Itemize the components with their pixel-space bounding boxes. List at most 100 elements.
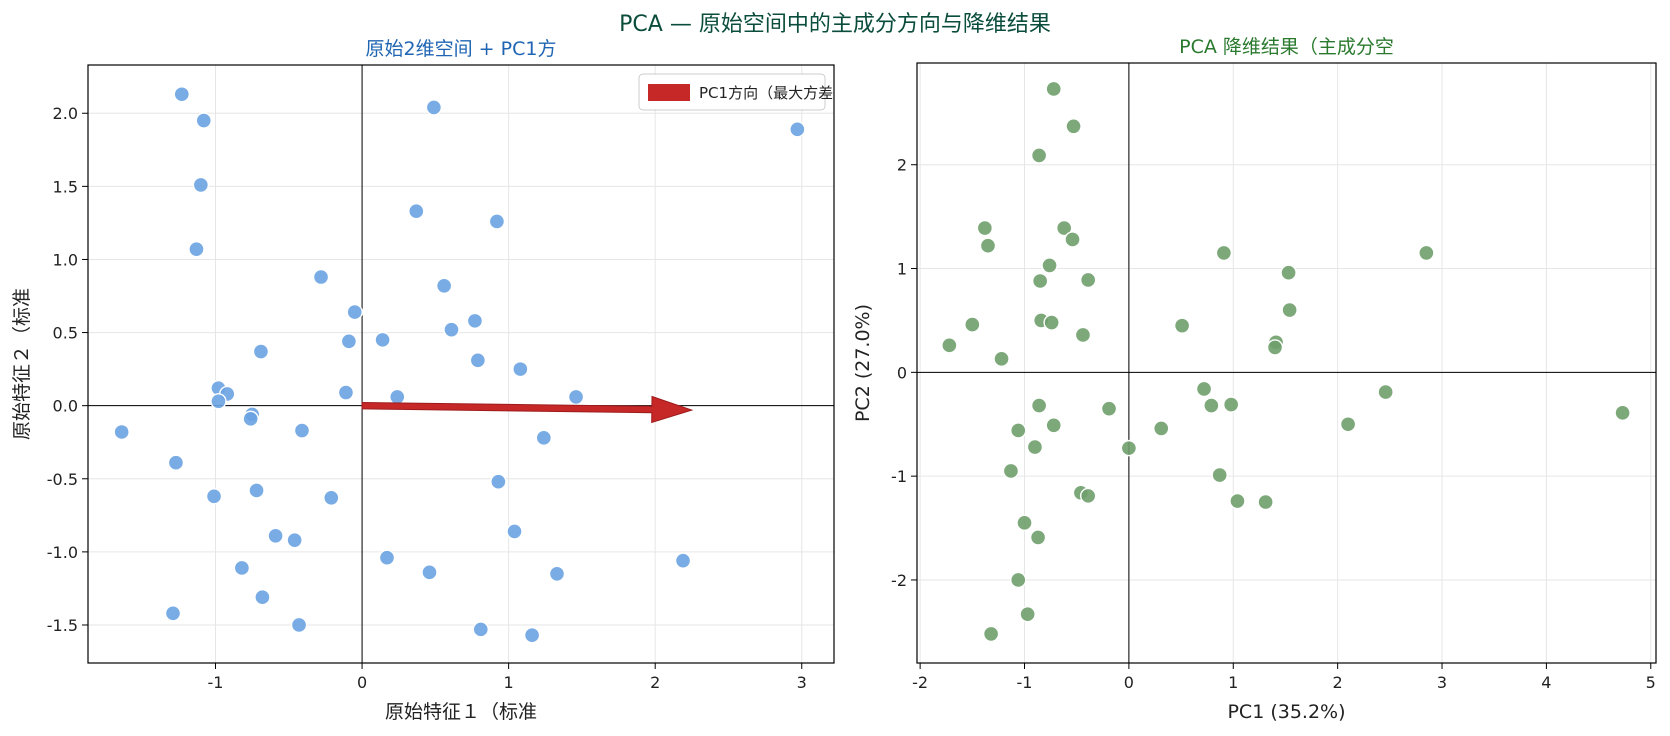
right-point	[1019, 606, 1036, 623]
right-point	[1173, 317, 1191, 334]
left-point	[164, 605, 182, 622]
right-x-tick-label: -1	[1017, 673, 1033, 692]
right-point	[1041, 257, 1058, 274]
left-y-axis-label: 原始特征２（标准	[11, 288, 33, 440]
right-point	[1010, 571, 1027, 589]
left-title: 原始2维空间 + PC1方	[366, 38, 557, 60]
right-y-axis-label: PC2 (27.0%)	[852, 304, 874, 422]
left-point	[195, 112, 212, 129]
right-point	[1153, 420, 1170, 437]
left-point	[248, 482, 265, 499]
right-point	[941, 337, 958, 354]
left-legend: PC1方向（最大方差	[638, 73, 833, 111]
left-point	[408, 203, 425, 220]
right-point	[976, 219, 994, 237]
right-point	[1064, 231, 1081, 248]
right-point	[1016, 514, 1033, 532]
figure-title: PCA — 原始空间中的主成分方向与降维结果	[619, 12, 1051, 37]
left-point	[205, 488, 223, 505]
right-x-axis-label: PC1 (35.2%)	[1227, 701, 1345, 723]
left-y-tick-label: 0.0	[53, 397, 78, 416]
right-x-tick-label: -2	[912, 673, 928, 692]
right-point	[1065, 118, 1082, 135]
legend-swatch	[648, 84, 690, 101]
left-point	[469, 352, 487, 369]
right-x-tick-label: 2	[1333, 673, 1343, 692]
left-point	[443, 321, 460, 338]
left-point	[252, 343, 270, 360]
left-x-tick-label: 2	[650, 673, 660, 692]
right-points	[941, 80, 1631, 643]
left-y-tick-label: 0.5	[53, 324, 78, 343]
right-point	[1418, 244, 1435, 262]
left-grid	[88, 65, 834, 663]
left-pc1-arrow	[361, 395, 694, 424]
right-y-tick-label: 0	[897, 363, 907, 382]
right-x-tick-label: 4	[1541, 673, 1551, 692]
right-point	[1280, 264, 1297, 281]
left-point	[421, 564, 438, 581]
right-x-tick-label: 5	[1646, 673, 1656, 692]
left-point	[337, 384, 355, 401]
left-axes-frame	[87, 64, 835, 664]
left-scatter-panel: 原始2维空间 + PC1方 -1 0 1 2 3 -1.5 -1.0 -0.5 0.0 0.5 1.0…	[11, 38, 835, 723]
left-x-tick-label: 3	[797, 673, 807, 692]
right-scatter-panel: PCA 降维结果（主成分空 -2 -1 0 1 2 3 4 5 -2 -1 0 1 2 PC1 (35.2%…	[852, 36, 1657, 723]
left-point	[488, 213, 506, 230]
right-title: PCA 降维结果（主成分空	[1179, 36, 1394, 58]
right-point	[1203, 397, 1220, 414]
left-point	[674, 552, 692, 569]
left-point	[242, 410, 259, 428]
right-grid	[917, 63, 1656, 663]
right-point	[1074, 326, 1092, 344]
right-point	[1002, 462, 1020, 480]
left-point	[188, 241, 205, 258]
right-point	[1045, 80, 1062, 98]
left-point	[290, 616, 308, 634]
left-point	[512, 360, 529, 378]
right-axes-frame	[916, 62, 1657, 664]
left-point	[167, 454, 185, 471]
left-point	[286, 531, 303, 549]
right-y-tick-label: -1	[891, 467, 907, 486]
right-point	[1215, 244, 1233, 262]
right-point	[1010, 422, 1027, 439]
left-point	[113, 423, 130, 441]
left-x-tick-label: 1	[504, 673, 514, 692]
right-point	[1281, 301, 1298, 319]
left-point	[425, 99, 443, 116]
left-point	[389, 388, 406, 406]
left-point	[535, 429, 553, 447]
left-point	[435, 277, 453, 294]
right-point	[1120, 439, 1138, 457]
right-point	[1257, 493, 1274, 511]
right-point	[1614, 404, 1631, 422]
left-y-tick-label: -1.0	[47, 543, 78, 562]
right-point	[1266, 339, 1284, 356]
right-point	[1079, 487, 1097, 505]
right-point	[1211, 466, 1228, 484]
right-y-tick-label: -2	[891, 571, 907, 590]
left-point	[490, 473, 507, 490]
left-point	[323, 489, 340, 506]
right-point	[1045, 417, 1062, 434]
left-point	[472, 621, 489, 638]
right-point	[1339, 416, 1357, 433]
left-y-tick-label: 1.0	[53, 250, 78, 269]
right-point	[1195, 380, 1213, 398]
right-point	[1100, 400, 1118, 417]
left-point	[173, 86, 190, 103]
left-x-tick-label: 0	[357, 673, 367, 692]
left-point	[254, 589, 271, 606]
right-x-tick-label: 3	[1437, 673, 1447, 692]
right-point	[1031, 272, 1049, 290]
left-point	[567, 388, 585, 406]
left-y-tick-label: 1.5	[53, 177, 78, 196]
left-point	[789, 121, 806, 138]
left-x-tick-label: -1	[208, 673, 224, 692]
right-point	[1043, 314, 1060, 331]
left-point	[312, 268, 330, 286]
right-point	[1079, 271, 1097, 289]
right-point	[993, 350, 1010, 368]
right-point	[1030, 147, 1048, 164]
